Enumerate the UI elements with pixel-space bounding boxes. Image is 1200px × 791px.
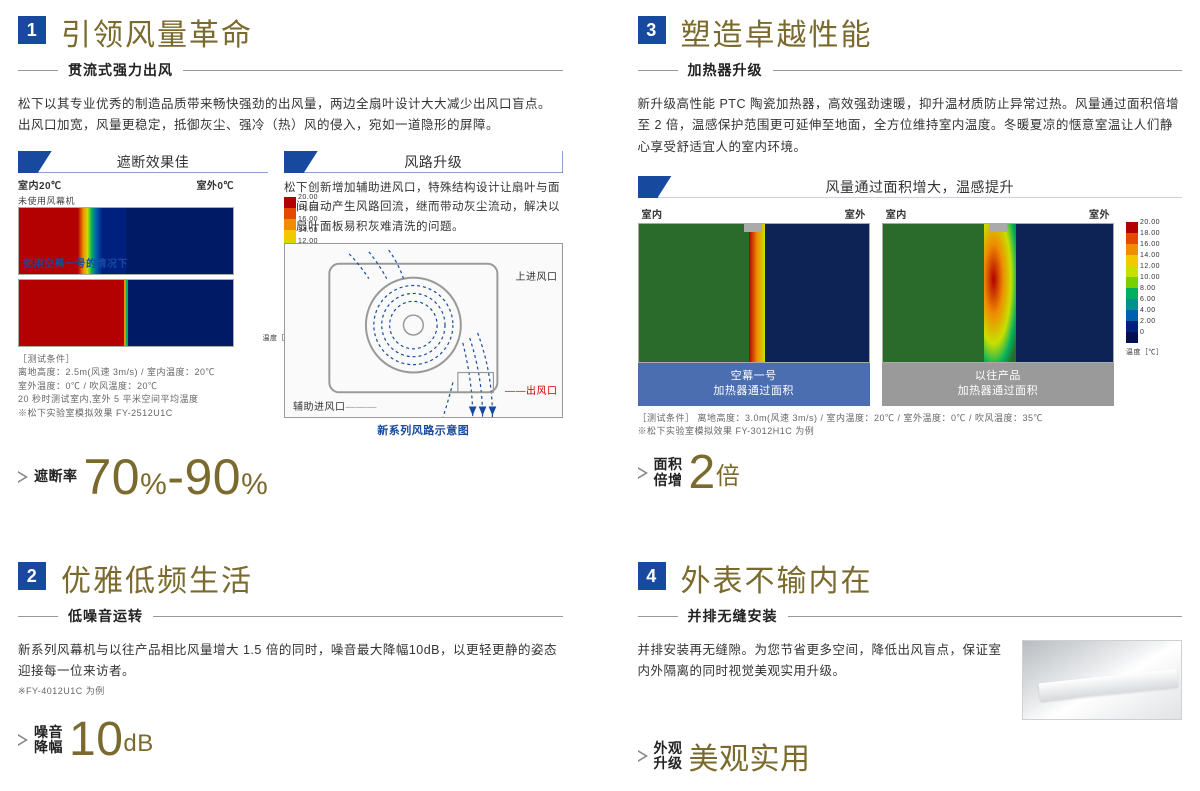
s3-panel-old: 室内 室外 以往产品 加热器通过面积	[882, 204, 1114, 406]
af-label-in: 上进风口	[516, 268, 558, 283]
s3-heatmap-old	[882, 223, 1114, 363]
section-2-title: 优雅低频生活	[61, 556, 253, 600]
af-label-aux: 辅助进风口―――	[293, 398, 377, 413]
section-1: 1 引领风量革命 贯流式强力出风 松下以其专业优秀的制造品质带来畅快强劲的出风量…	[18, 10, 563, 506]
s1-stat-label: 遮断率	[34, 469, 78, 484]
s1-stat-value: 70%-90%	[84, 448, 269, 506]
s3-panel-new: 室内 室外 空幕一号 加热器通过面积	[638, 204, 870, 406]
airflow-diagram: 上进风口 辅助进风口――― ――出风口	[284, 243, 563, 418]
section-1-body: 松下以其专业优秀的制造品质带来畅快强劲的出风量，两边全扇叶设计大大减少出风口盲点…	[18, 94, 563, 137]
hm-caption: 使用空幕一号的情况下	[23, 255, 128, 270]
section-3-body: 新升级高性能 PTC 陶瓷加热器，高效强劲速暖，抑升温材质防止异常过热。风量通过…	[638, 94, 1183, 158]
section-2-body: 新系列风幕机与以往产品相比风量增大 1.5 倍的同时，噪音最大降幅10dB，以更…	[18, 640, 563, 683]
section-4-body: 并排安装再无缝隙。为您节省更多空间，降低出风盲点，保证室内外隔离的同时视觉美观实…	[638, 640, 1009, 683]
s2-stat-label: 噪音 降幅	[34, 725, 63, 756]
s1-right-body: 松下创新增加辅助进风口，特殊结构设计让扇叶与面板间自动产生风路回流，继而带动灰尘…	[284, 179, 563, 238]
s1-stat: 遮断率 70%-90%	[18, 448, 563, 506]
s1-tab-right: 风路升级	[284, 151, 563, 173]
s4-stat: 外观 升级 美观实用	[638, 734, 1183, 778]
heatmap-after	[18, 279, 234, 347]
s3-cap-old: 以往产品 加热器通过面积	[882, 363, 1114, 406]
section-3-title: 塑造卓越性能	[680, 10, 872, 54]
s3-stat-unit: 倍	[716, 456, 741, 491]
section-1-badge: 1	[18, 16, 46, 44]
s1-left-column: 遮断效果佳 室内20℃ 室外0℃ 未使用风幕机 使用空幕一号的情况下	[18, 151, 268, 439]
section-2-subtitle-row: 低噪音运转	[18, 606, 563, 626]
section-3: 3 塑造卓越性能 加热器升级 新升级高性能 PTC 陶瓷加热器，高效强劲速暖，抑…	[638, 10, 1183, 506]
s3-stat: 面积 倍增 2 倍	[638, 449, 1183, 497]
section-1-subtitle: 贯流式强力出风	[68, 60, 173, 80]
s2-stat-unit: dB	[123, 730, 153, 758]
s3-heatmap-new	[638, 223, 870, 363]
section-3-badge: 3	[638, 16, 666, 44]
section-4-title: 外表不输内在	[680, 556, 872, 600]
hm-outdoor-label: 室外0℃	[196, 177, 234, 192]
hm-no-curtain: 未使用风幕机	[18, 194, 234, 207]
product-image	[1022, 640, 1182, 720]
section-3-subtitle: 加热器升级	[688, 60, 763, 80]
section-4-subtitle: 并排无缝安装	[688, 606, 778, 626]
s3-stat-num: 2	[689, 449, 716, 497]
s2-stat: 噪音 降幅 10 dB	[18, 716, 563, 764]
s3-legend: 20.0018.0016.0014.0012.0010.008.006.004.…	[1126, 204, 1182, 406]
section-1-subtitle-row: 贯流式强力出风	[18, 60, 563, 80]
s4-stat-value: 美观实用	[689, 734, 811, 778]
s1-test-notes: ［测试条件］ 离地高度：2.5m(风速 3m/s) / 室内温度：20℃ 室外温…	[18, 353, 268, 421]
section-2: 2 优雅低频生活 低噪音运转 新系列风幕机与以往产品相比风量增大 1.5 倍的同…	[18, 556, 563, 778]
section-4-subtitle-row: 并排无缝安装	[638, 606, 1183, 626]
hm-indoor-label: 室内20℃	[18, 177, 62, 192]
airflow-caption: 新系列风路示意图	[284, 422, 563, 438]
s3-tab: 风量通过面积增大，温感提升	[638, 176, 1183, 198]
chevron-icon	[18, 734, 28, 746]
af-label-out: ――出风口	[505, 382, 558, 397]
chevron-icon	[18, 471, 28, 483]
section-4-badge: 4	[638, 562, 666, 590]
s4-stat-label: 外观 升级	[654, 741, 683, 772]
section-1-title: 引领风量革命	[61, 10, 253, 54]
chevron-icon	[638, 750, 648, 762]
section-2-badge: 2	[18, 562, 46, 590]
heatmap-before: 使用空幕一号的情况下	[18, 207, 234, 275]
section-2-subtitle: 低噪音运转	[68, 606, 143, 626]
section-3-subtitle-row: 加热器升级	[638, 60, 1183, 80]
s2-stat-num: 10	[69, 716, 123, 764]
section-4: 4 外表不输内在 并排无缝安装 并排安装再无缝隙。为您节省更多空间，降低出风盲点…	[638, 556, 1183, 778]
s3-stat-label: 面积 倍增	[654, 457, 683, 488]
s3-cap-new: 空幕一号 加热器通过面积	[638, 363, 870, 406]
s3-test-notes: ［测试条件］ 离地高度：3.0m(风速 3m/s) / 室内温度：20℃ / 室…	[638, 412, 1183, 439]
s1-right-column: 风路升级 松下创新增加辅助进风口，特殊结构设计让扇叶与面板间自动产生风路回流，继…	[284, 151, 563, 439]
chevron-icon	[638, 467, 648, 479]
s2-note: ※FY-4012U1C 为例	[18, 685, 563, 699]
s1-tab-left: 遮断效果佳	[18, 151, 268, 173]
